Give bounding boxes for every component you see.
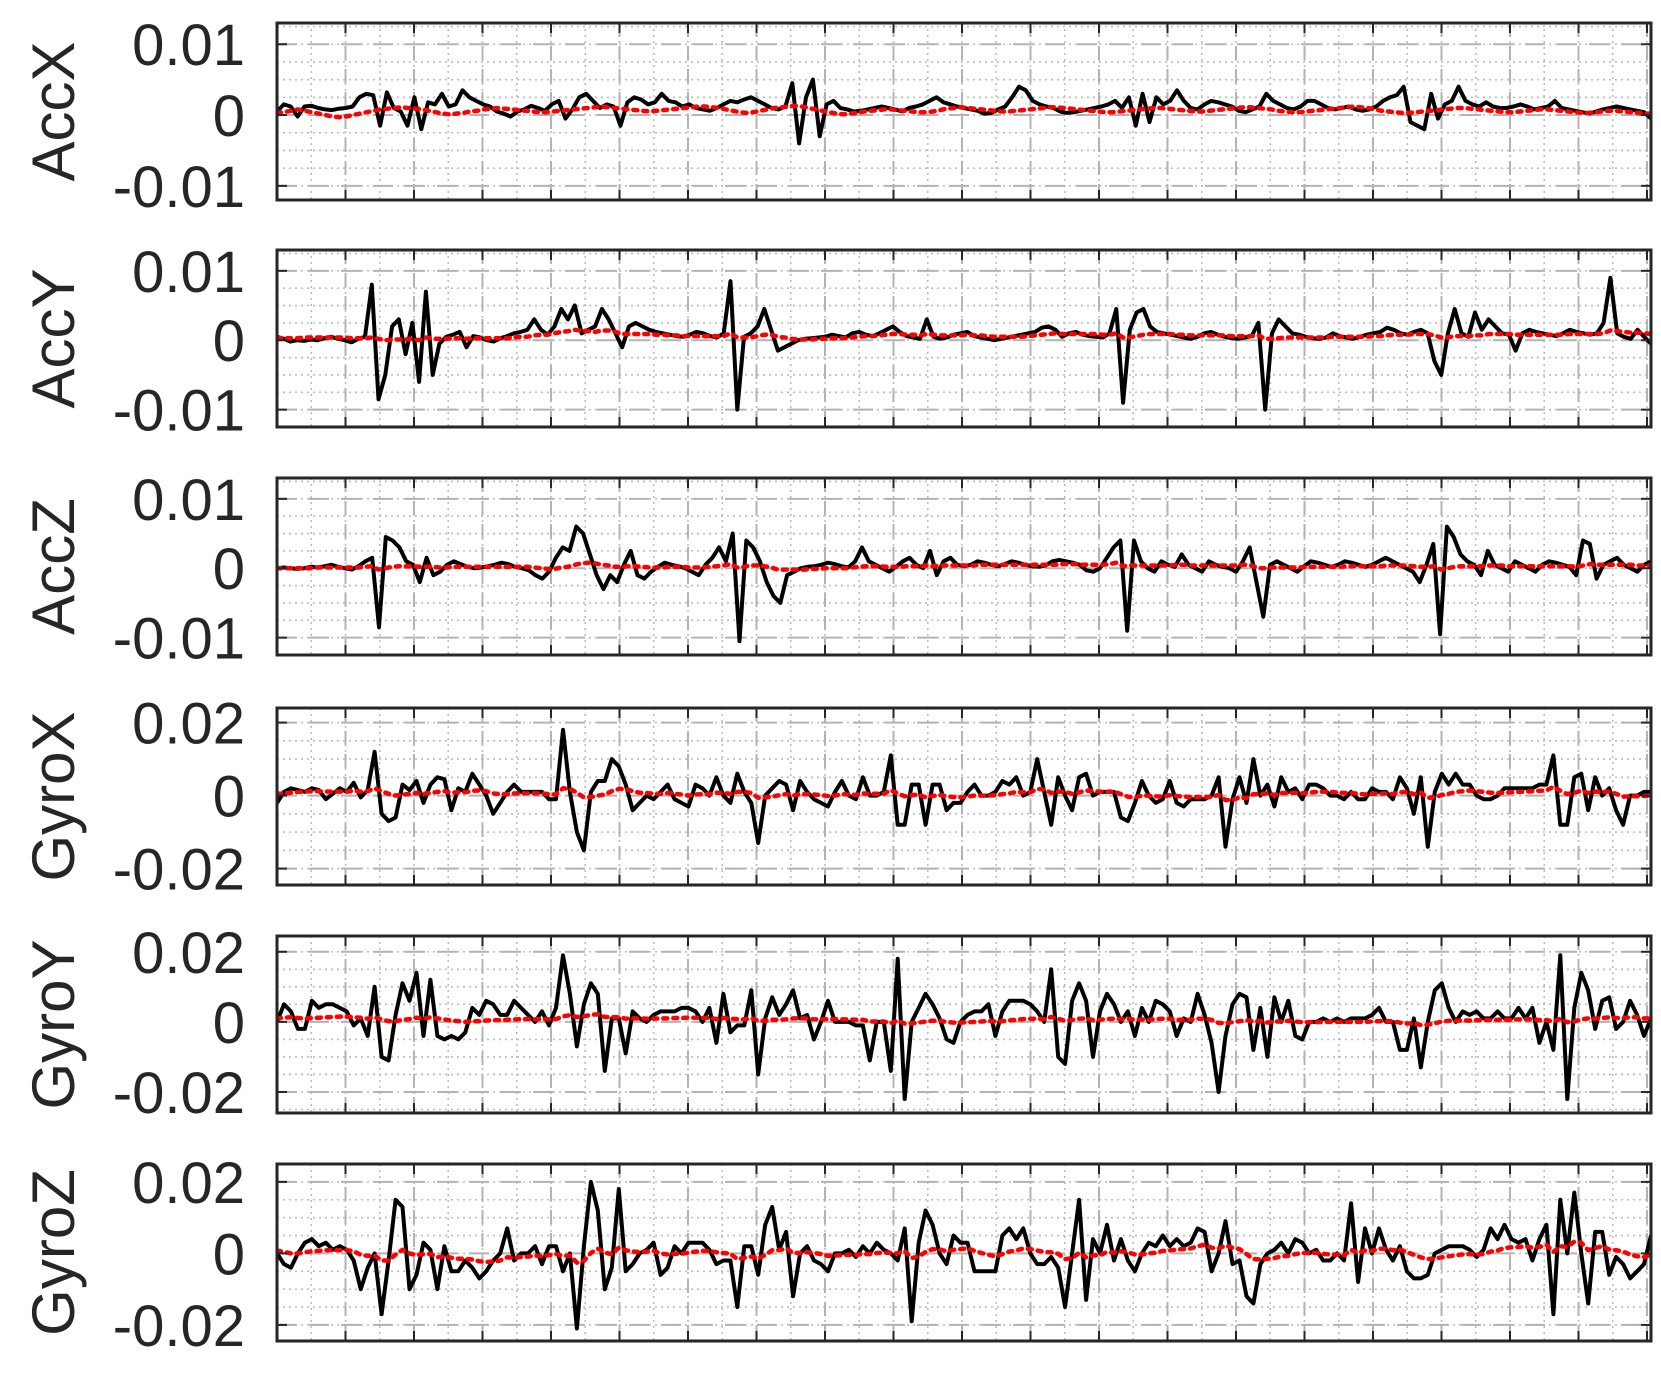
- gyroz-y-tick-label: 0: [213, 1222, 245, 1287]
- gyroy-raw-line: [277, 953, 1651, 1101]
- gyroy-y-axis-label: GyroY: [20, 939, 87, 1109]
- gyrox-y-tick-label: -0.02: [113, 838, 245, 903]
- gyroz-y-tick-label: 0.02: [132, 1151, 245, 1216]
- accz-y-tick-label: -0.01: [113, 607, 245, 672]
- gyrox-filtered-line: [277, 784, 1651, 803]
- gyroz-filtered-line: [277, 1239, 1651, 1265]
- gyroy-axes-box: [275, 934, 1653, 1115]
- accy-y-tick-label: 0.01: [132, 240, 245, 305]
- gyrox-y-axis-label: GyroX: [20, 711, 87, 881]
- accz-y-axis-label: AccZ: [20, 498, 87, 635]
- gyrox-panel: -0.02 0 0.02 GyroX: [20, 692, 1653, 903]
- accz-axes-box: [275, 476, 1653, 657]
- gyroy-y-tick-label: -0.02: [113, 1061, 245, 1126]
- gyroy-y-tick-label: 0: [213, 991, 245, 1056]
- accx-axes-box: [275, 21, 1653, 202]
- gyrox-y-tick-label: 0: [213, 765, 245, 830]
- accz-y-tick-label: 0: [213, 537, 245, 602]
- accy-y-axis-label: AccY: [20, 268, 87, 408]
- gyroz-panel: -0.02 00.02 GyroZ: [20, 1151, 1653, 1359]
- accx-y-axis-label: AccX: [20, 41, 87, 181]
- accy-filtered-line: [277, 327, 1651, 343]
- panels: -0.0100.01AccX-0.0100.01AccY-0.0100.01Ac…: [20, 13, 1653, 1359]
- gyroy-y-tick-label: 0.02: [132, 921, 245, 986]
- accx-y-tick-label: -0.01: [113, 155, 245, 220]
- accy-y-tick-label: 0: [213, 309, 245, 374]
- gyrox-y-tick-label: 0.02: [132, 692, 245, 757]
- gyroz-y-axis-label: GyroZ: [20, 1169, 87, 1336]
- accz-y-tick-label: 0.01: [132, 468, 245, 533]
- accy-y-tick-label: -0.01: [113, 379, 245, 444]
- accz-filtered-line: [277, 560, 1651, 572]
- accx-y-tick-label: 0: [213, 84, 245, 149]
- gyroz-y-tick-label: -0.02: [113, 1294, 245, 1359]
- accy-axes-box: [275, 248, 1653, 429]
- accx-filtered-line: [277, 103, 1651, 120]
- accx-y-tick-label: 0.01: [132, 13, 245, 78]
- gyroz-raw-line: [277, 1179, 1651, 1331]
- gyroy-filtered-line: [277, 1011, 1651, 1028]
